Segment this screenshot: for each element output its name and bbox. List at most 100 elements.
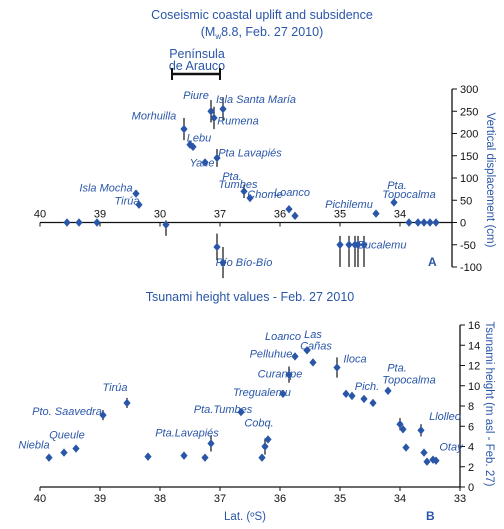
panel-a-x-tick-label: 40 xyxy=(34,209,46,221)
panel-a-site-label: Rumena xyxy=(217,116,259,128)
subtitle-prefix: (M xyxy=(201,25,216,39)
panel-a-data-point xyxy=(219,258,227,267)
panel-a-data-point xyxy=(285,204,293,214)
panel-b-site-label: Pelluhue xyxy=(250,348,293,360)
panel-a-y-tick-label: 50 xyxy=(460,195,472,207)
panel-a-data-point xyxy=(240,187,248,196)
panel-b-site-label: Pich. xyxy=(355,381,379,393)
panel-b-site-label: Tregualemu xyxy=(233,387,291,399)
panel-a-data-point xyxy=(201,158,209,167)
panel-b-data-point xyxy=(264,435,272,444)
panel-a-plot: 40 39 30 37 36 35 34 -100 -50 0 50 100 150 200 250 300 P… xyxy=(34,68,482,279)
panel-a-data-point xyxy=(186,140,194,149)
panel-a-y-tick-label: 0 xyxy=(460,218,466,230)
panel-b-data-point xyxy=(180,451,188,460)
panel-b-data-point xyxy=(333,363,341,372)
panel-a-data-point xyxy=(354,240,362,249)
panel-a-site-label: Tirúa xyxy=(115,196,140,208)
panel-a-data-point xyxy=(246,193,254,203)
panel-b-site-label: Otay xyxy=(439,442,464,454)
panel-b-data-point xyxy=(144,452,152,461)
panel-b-data-point xyxy=(279,389,287,399)
panel-a-site-label: Piure xyxy=(183,90,209,102)
panel-a-x-tick-label: 36 xyxy=(274,209,286,221)
panel-a-letter: A xyxy=(428,255,437,269)
panel-b-site-label: Loanco xyxy=(265,331,301,343)
panel-b-site-label: Niebla xyxy=(18,440,49,452)
panel-b-data-point xyxy=(99,410,107,420)
panel-b-letter: B xyxy=(426,509,435,523)
panel-a-data-point xyxy=(213,153,221,163)
panel-a-site-label: Pichilemu xyxy=(325,199,373,211)
panel-a-site-label: Pta. xyxy=(222,171,242,183)
panel-a-x-tick-label: 35 xyxy=(334,209,346,221)
panel-a-site-label: Pta Lavapiés xyxy=(218,148,282,160)
panel-b-plot: 40 39 38 37 36 35 34 330 2 4 6 8 10 12 14 16 Loanco LasCa… xyxy=(18,320,480,505)
panel-a-data-point xyxy=(390,198,398,207)
panel-b-data-point xyxy=(384,386,392,396)
panel-a-y-tick-label: 200 xyxy=(460,129,478,141)
panel-a-site-label: Topocalma xyxy=(382,189,435,201)
panel-a-y-tick-label: 300 xyxy=(460,84,478,96)
panel-a-data-point xyxy=(93,218,101,227)
panel-b-data-point xyxy=(123,398,131,408)
panel-b-data-point xyxy=(360,394,368,404)
panel-b-x-tick-label: 33 xyxy=(454,493,466,505)
bracket-label-line-2: de Arauco xyxy=(169,59,225,73)
panel-b-title: Tsunami height values - Feb. 27 2010 xyxy=(146,290,355,304)
panel-a-site-label: Isla Santa María xyxy=(216,94,296,106)
panel-a-data-point xyxy=(135,200,143,209)
bracket-label-line-1: Península xyxy=(169,47,225,61)
panel-a-data-point xyxy=(372,209,380,218)
panel-b-data-point xyxy=(60,448,68,457)
panel-b-data-point xyxy=(423,457,431,466)
panel-b-data-point xyxy=(285,370,293,379)
panel-b-x-tick-label: 35 xyxy=(334,493,346,505)
panel-a-y-tick-label: -50 xyxy=(460,240,476,252)
panel-a-y-axis-label: Vertical displacement (cm) xyxy=(484,113,496,248)
panel-a-data-point xyxy=(63,218,71,227)
panel-b-y-axis-label: Tsunami height (m asl - Feb. 27) xyxy=(483,322,495,487)
panel-b-x-axis-label: Lat. (ºS) xyxy=(224,511,266,523)
panel-a-site-label: Loanco xyxy=(274,187,310,199)
subtitle-rest: 8.8, Feb. 27 2010) xyxy=(221,25,323,39)
panel-b-site-label: Cobq. xyxy=(244,417,273,429)
panel-b-data-point xyxy=(258,453,266,462)
subtitle-subscript: w xyxy=(214,32,221,41)
panel-a-site-label: Isla Mocha xyxy=(79,182,132,194)
panel-a-y-tick-label: 250 xyxy=(460,106,478,118)
panel-b-site-label: Llolleo xyxy=(429,411,461,423)
panel-a-data-point xyxy=(432,218,440,227)
panel-a-x-tick-label: 37 xyxy=(214,209,226,221)
panel-b-data-point xyxy=(237,407,245,417)
panel-a-x-tick-label: 39 xyxy=(94,209,106,221)
panel-a-data-point xyxy=(213,242,221,252)
panel-a-site-label: Río Bío-Bío xyxy=(216,257,273,269)
panel-b-data-point xyxy=(432,456,440,465)
panel-b-data-point xyxy=(342,389,350,399)
panel-a-data-point xyxy=(132,189,140,198)
panel-b-site-label: Pta. xyxy=(387,363,407,375)
panel-a-y-tick-label: 150 xyxy=(460,151,478,163)
panel-b-x-tick-label: 34 xyxy=(394,493,406,505)
panel-b-y-tick-label: 14 xyxy=(468,340,480,352)
panel-b-site-label: Pta.Tumbes xyxy=(194,404,253,416)
panel-b-data-point xyxy=(207,439,215,448)
panel-a-site-label: Pta. xyxy=(387,180,407,192)
panel-a-data-point xyxy=(180,124,188,134)
panel-b-x-tick-label: 39 xyxy=(94,493,106,505)
panel-a-data-point xyxy=(162,220,170,229)
panel-b-y-tick-label: 16 xyxy=(468,320,480,332)
panel-b-data-point xyxy=(261,442,269,451)
panel-b-x-tick-label: 38 xyxy=(154,493,166,505)
panel-b-x-tick-label: 36 xyxy=(274,493,286,505)
panel-a-data-point xyxy=(414,218,422,227)
panel-a-site-label: Bucalemu xyxy=(358,239,407,251)
panel-a-site-label: Yane xyxy=(190,157,215,169)
panel-a-data-point xyxy=(336,240,344,249)
panel-a-site-label: Lebu xyxy=(187,133,211,145)
panel-b-site-label: Tirúa xyxy=(103,382,128,394)
panel-a-y-tick-label: -100 xyxy=(460,262,482,274)
